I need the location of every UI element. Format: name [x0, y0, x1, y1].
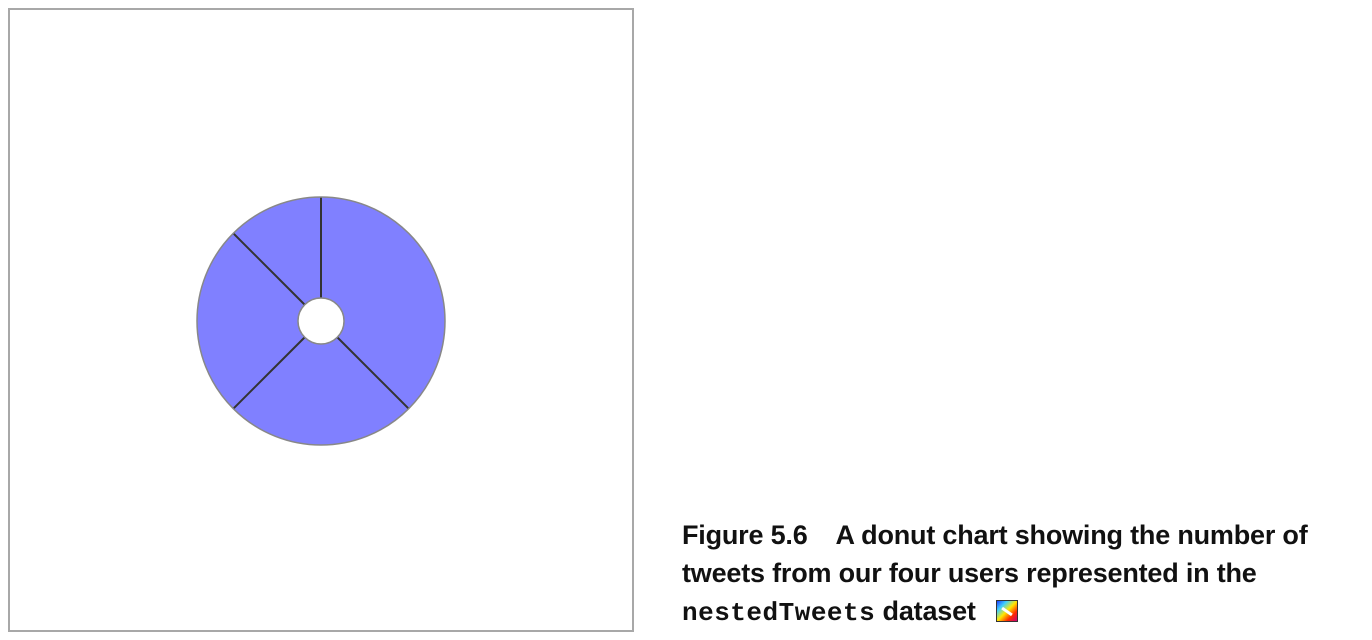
donut-slice-1 [321, 197, 445, 409]
chart-frame [8, 8, 634, 632]
donut-slice-3 [197, 233, 305, 409]
slice-separator-2 [336, 336, 410, 410]
figure-number: Figure 5.6 [682, 520, 808, 550]
caption-text-part1: A donut chart showing the number of twee… [682, 520, 1308, 588]
donut-outer-outline [196, 196, 446, 446]
caption-code-term: nestedTweets [682, 598, 876, 628]
donut-slice-4 [233, 197, 321, 305]
slice-separator-3 [232, 336, 306, 410]
live-demo-icon[interactable] [995, 600, 1018, 622]
donut-inner-outline [297, 297, 345, 345]
donut-chart [196, 196, 446, 446]
figure-caption: Figure 5.6 A donut chart showing the numb… [682, 516, 1366, 632]
caption-text-part2: dataset [882, 596, 976, 626]
slice-separator-4 [232, 232, 306, 306]
donut-slice-2 [233, 337, 409, 445]
